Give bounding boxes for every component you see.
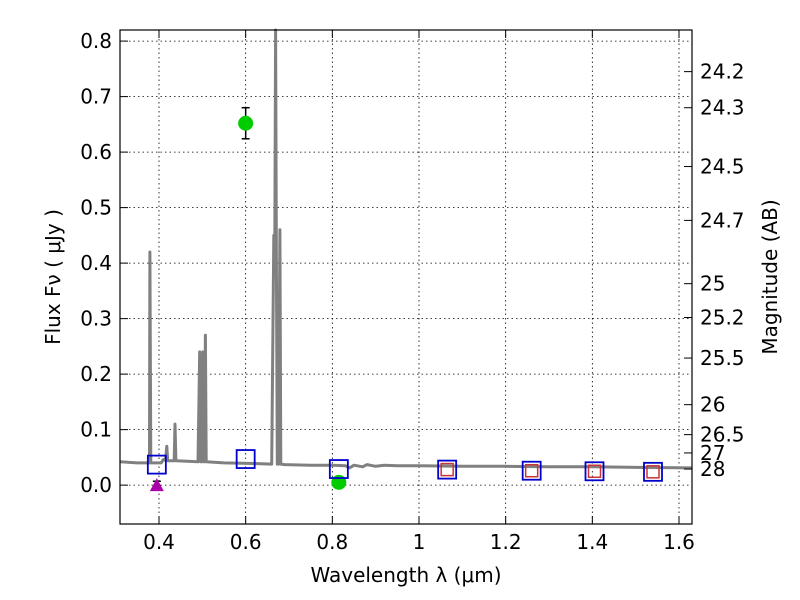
axis-ticks: 0.4 0.6 0.8 1 1.2 1.4 1.6 0.0 0.1 0.2 0.3 0.4 0.5 0.6… <box>80 29 744 554</box>
x-tick-label: 0.6 <box>230 530 262 554</box>
x-tick-label: 1 <box>413 530 426 554</box>
y-tick-label: 0.8 <box>80 29 112 53</box>
right-tick-label: 28 <box>700 457 725 481</box>
observed-band-square <box>524 463 539 478</box>
model-band-square <box>328 459 349 479</box>
y-tick-label: 0.2 <box>80 362 112 386</box>
upper-limit-marker <box>149 478 164 492</box>
observed-band-square <box>646 465 660 479</box>
right-tick-label: 24.3 <box>700 96 745 120</box>
right-tick-label: 24.7 <box>700 208 745 232</box>
right-tick-label: 25.5 <box>700 346 745 370</box>
y-axis-label: Flux Fν ( μJy ) <box>41 209 65 345</box>
x-tick-label: 1.6 <box>663 530 695 554</box>
right-tick-label: 25 <box>700 272 725 296</box>
observed-band-square <box>587 464 602 479</box>
right-tick-label: 26.5 <box>700 423 745 447</box>
grid <box>120 30 692 524</box>
y-tick-label: 0.5 <box>80 196 112 220</box>
x-tick-label: 0.8 <box>316 530 348 554</box>
right-tick-label: 24.2 <box>700 60 745 84</box>
x-tick-label: 1.4 <box>576 530 608 554</box>
observed-band-square <box>440 462 454 477</box>
measured-flux-point <box>331 474 347 490</box>
model-band-square <box>437 459 458 480</box>
y-tick-label: 0.3 <box>80 307 112 331</box>
right-tick-label: 24.5 <box>700 155 745 179</box>
y-tick-label: 0.0 <box>80 473 112 497</box>
model-band-square <box>643 461 663 482</box>
model-band-square <box>235 449 256 469</box>
y-tick-label: 0.4 <box>80 251 112 275</box>
model-band-square <box>584 461 605 482</box>
right-tick-label: 26 <box>700 393 725 417</box>
plot-frame <box>119 29 693 525</box>
y-tick-label: 0.7 <box>80 85 112 109</box>
measured-flux-point <box>238 115 254 131</box>
x-tick-label: 0.4 <box>143 530 175 554</box>
model-band-square <box>146 454 167 475</box>
x-tick-label: 1.2 <box>490 530 522 554</box>
right-axis-label: Magnitude (AB) <box>758 199 782 354</box>
model-band-square <box>521 460 542 481</box>
right-tick-label: 25.2 <box>700 306 745 330</box>
y-tick-label: 0.6 <box>80 140 112 164</box>
y-tick-label: 0.1 <box>80 418 112 442</box>
right-tick-label: 27 <box>700 441 725 465</box>
plot-area <box>119 28 693 492</box>
x-axis-label: Wavelength λ (μm) <box>310 563 501 587</box>
model-spectrum-line <box>119 28 693 470</box>
